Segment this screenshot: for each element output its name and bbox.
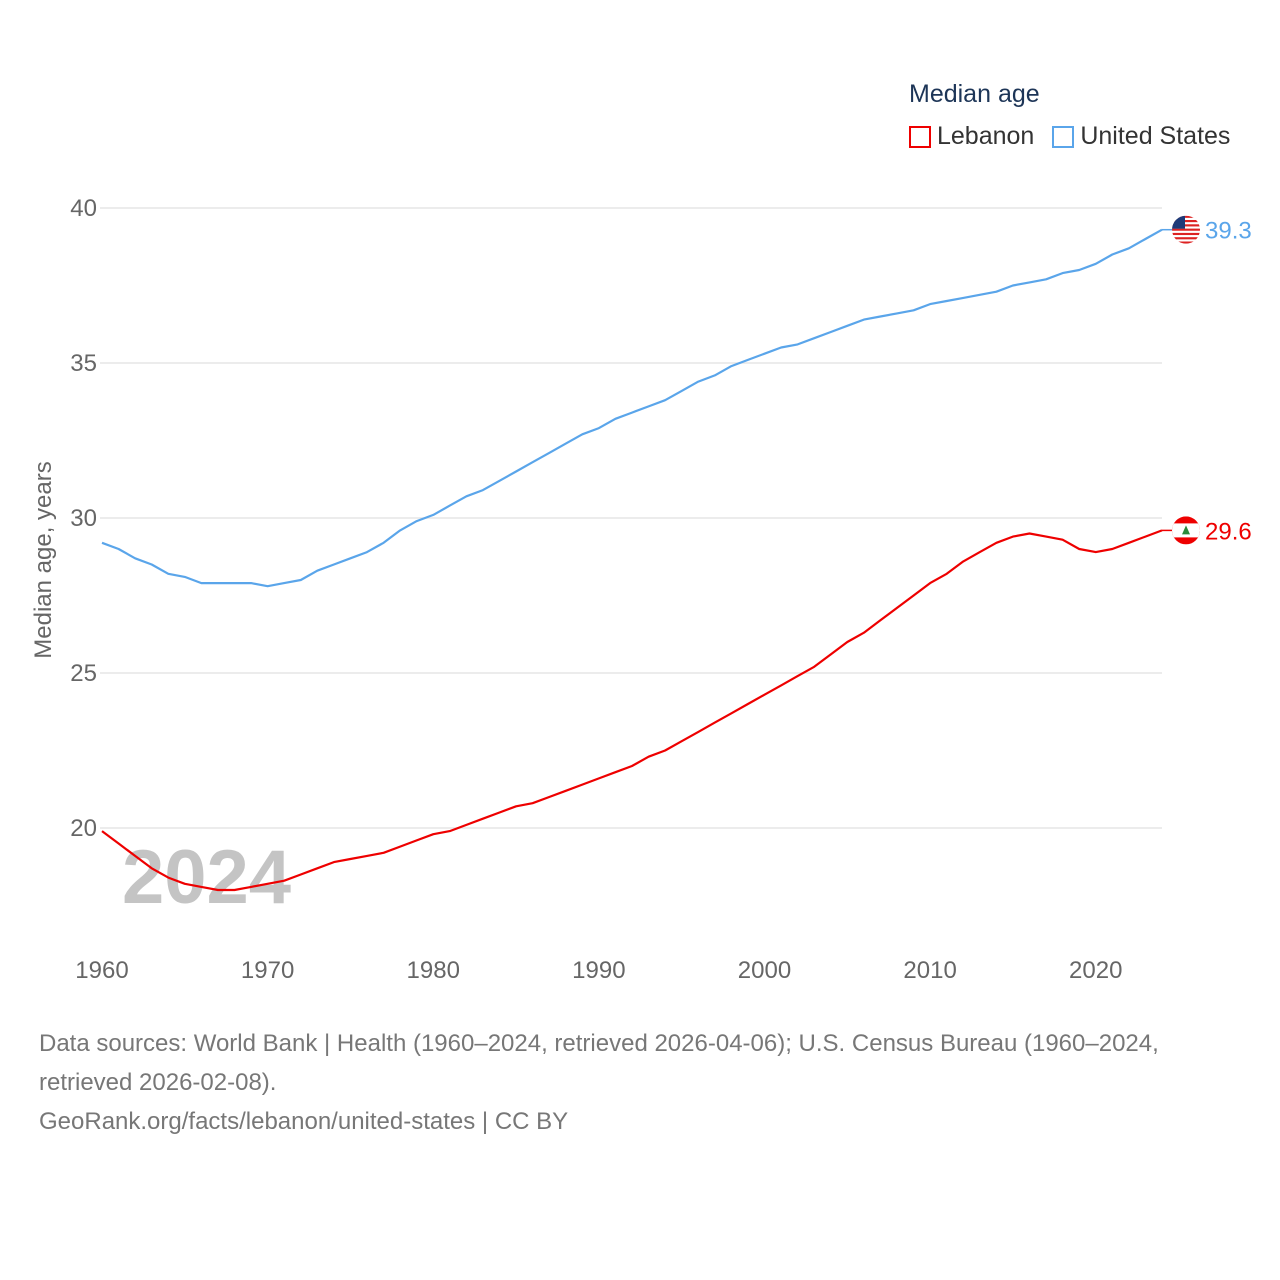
y-tick-label: 25 — [70, 660, 97, 687]
end-value-label: 29.6 — [1205, 518, 1252, 545]
x-tick-label: 1970 — [241, 957, 294, 984]
x-tick-label: 2000 — [738, 957, 791, 984]
y-tick-label: 35 — [70, 350, 97, 377]
x-tick-label: 2020 — [1069, 957, 1122, 984]
x-tick-label: 1980 — [407, 957, 460, 984]
x-tick-label: 1960 — [75, 957, 128, 984]
legend-title: Median age — [909, 80, 1040, 108]
legend-item-united-states[interactable]: United States — [1052, 122, 1230, 151]
legend-label: United States — [1080, 122, 1231, 150]
y-axis-title: Median age, years — [30, 461, 57, 658]
legend: Lebanon United States — [909, 122, 1248, 151]
series-line-lebanon — [101, 529, 1163, 892]
legend-swatch-united-states — [1052, 125, 1075, 148]
y-tick-label: 40 — [70, 195, 97, 222]
legend-item-lebanon[interactable]: Lebanon — [909, 122, 1034, 151]
credit-link[interactable]: GeoRank.org/facts/lebanon/united-states … — [39, 1108, 569, 1135]
series-line-united-states — [101, 228, 1163, 588]
legend-label: Lebanon — [937, 122, 1035, 150]
footer: Data sources: World Bank | Health (1960–… — [39, 1024, 1249, 1141]
end-value-label: 39.3 — [1205, 218, 1252, 245]
x-tick-label: 1990 — [572, 957, 625, 984]
legend-swatch-lebanon — [909, 125, 931, 148]
data-sources: Data sources: World Bank | Health (1960–… — [39, 1030, 1159, 1096]
us-flag-icon — [1172, 215, 1200, 244]
year-watermark: 2024 — [122, 835, 291, 920]
lebanon-flag-icon — [1172, 516, 1200, 545]
y-tick-label: 20 — [70, 815, 97, 842]
x-tick-label: 2010 — [903, 957, 956, 984]
y-tick-label: 30 — [70, 505, 97, 532]
